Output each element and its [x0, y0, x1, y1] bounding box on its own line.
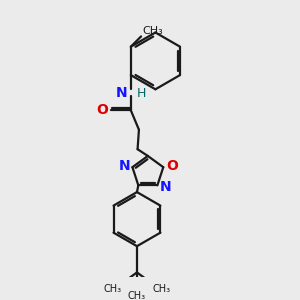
Text: CH₃: CH₃	[103, 284, 122, 294]
Text: H: H	[137, 87, 146, 100]
Text: O: O	[96, 103, 108, 117]
Text: CH₃: CH₃	[142, 26, 163, 36]
Text: CH₃: CH₃	[152, 284, 170, 294]
Text: O: O	[166, 159, 178, 173]
Text: N: N	[160, 180, 172, 194]
Text: N: N	[116, 86, 127, 100]
Text: CH₃: CH₃	[128, 291, 146, 300]
Text: N: N	[118, 159, 130, 173]
